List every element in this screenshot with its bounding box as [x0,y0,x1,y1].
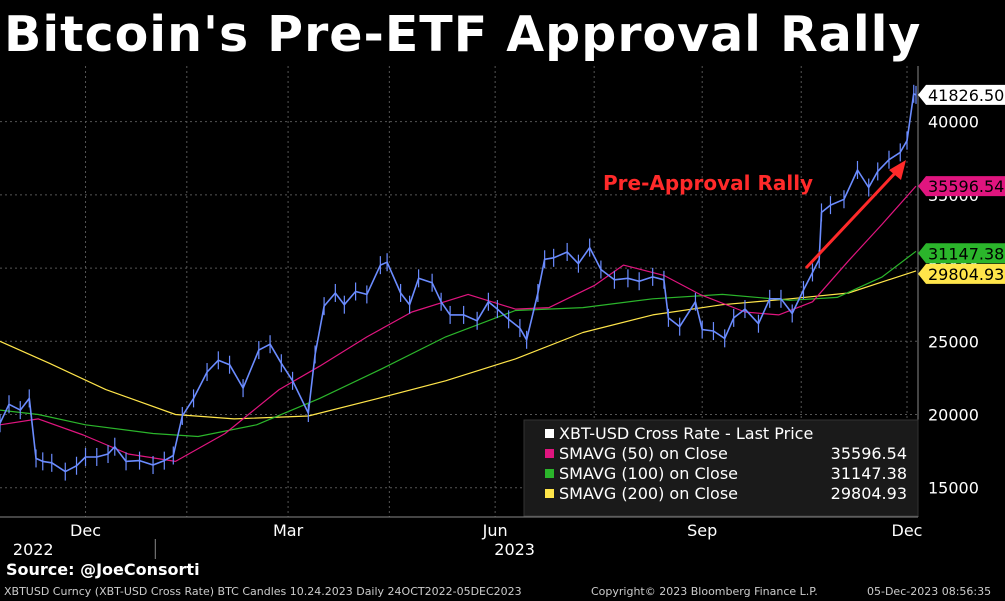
annotation: Pre-Approval Rally [603,160,906,270]
x-tick-label: Dec [892,521,923,540]
last-value-box [918,176,1005,197]
last-value-label: 35596.54 [928,177,1004,196]
legend-label: XBT-USD Cross Rate - Last Price [559,424,813,443]
y-tick-label: 20000 [928,406,979,425]
legend-swatch [545,449,554,458]
plot-area [0,84,917,481]
x-year-label: 2023 [494,540,535,559]
legend-swatch [545,489,554,498]
y-tick-label: 40000 [928,113,979,132]
last-value-label: 41826.50 [928,86,1004,105]
y-axis: 15000200002500030000350004000041826.5035… [917,66,1005,517]
last-value-box [918,243,1005,264]
x-year-label: 2022 [13,540,54,559]
legend-value: 35596.54 [831,444,907,463]
chart-title: Bitcoin's Pre-ETF Approval Rally [4,6,922,63]
last-value-label: 31147.38 [928,244,1004,263]
footer-copyright: Copyright© 2023 Bloomberg Finance L.P. [591,585,818,598]
legend-label: SMAVG (50) on Close [559,444,728,463]
last-value-box [918,263,1005,284]
source-credit: Source: @JoeConsorti [6,560,200,579]
series-line [0,270,917,420]
last-value-label: 29804.93 [928,265,1004,284]
x-tick-label: Mar [273,521,304,540]
annotation-text: Pre-Approval Rally [603,171,813,195]
annotation-arrow-line [804,168,900,270]
legend-box [523,419,919,517]
footer-timestamp: 05-Dec-2023 08:56:35 [867,585,992,598]
y-tick-label: 15000 [928,479,979,498]
legend-swatch [545,469,554,478]
footer-left: XBTUSD Curncy (XBT-USD Cross Rate) BTC C… [4,585,522,598]
y-tick-label: 25000 [928,332,979,351]
x-tick-label: Jun [482,521,508,540]
legend-value: 29804.93 [831,484,907,503]
legend-label: SMAVG (100) on Close [559,464,738,483]
x-tick-label: Dec [70,521,101,540]
x-tick-label: Sep [687,521,717,540]
last-value-box [918,84,1005,105]
legend-value: 31147.38 [831,464,907,483]
x-axis: Dec Mar Jun Sep Dec 2022 2023 [0,516,923,559]
annotation-arrow-head [889,160,906,180]
legend-label: SMAVG (200) on Close [559,484,738,503]
series-line [0,93,917,473]
series-line [0,250,917,438]
legend-swatch [545,429,554,438]
